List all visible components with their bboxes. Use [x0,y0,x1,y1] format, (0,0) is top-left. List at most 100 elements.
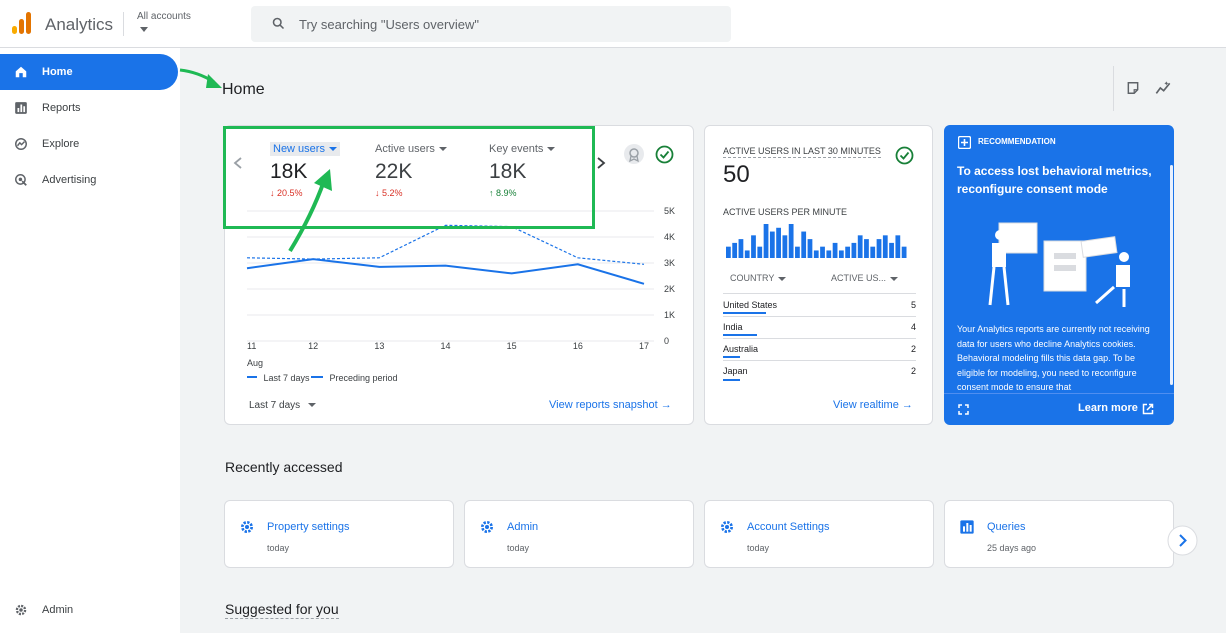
y-tick-label: 5K [664,206,675,216]
table-row[interactable]: India 4 [723,317,916,339]
series-line-previous[interactable] [246,224,645,265]
minute-bar[interactable] [876,239,882,258]
minute-bar[interactable] [870,246,876,258]
learn-more-link[interactable]: Learn more [1078,402,1138,414]
account-selector[interactable]: All accounts [137,11,191,22]
chevron-right-icon[interactable] [596,156,606,170]
legend-current: Last 7 days [247,368,309,386]
sidebar-item-admin[interactable]: Admin [0,592,178,628]
recommendation-label: RECOMMENDATION [978,137,1056,146]
minute-bar[interactable] [788,224,794,258]
minute-bar[interactable] [776,227,781,258]
minute-bar[interactable] [769,231,775,258]
recent-item-time: today [267,543,290,553]
minute-bar[interactable] [901,246,907,258]
y-tick-label: 4K [664,232,675,242]
minute-bar[interactable] [726,246,731,258]
app-title[interactable]: Analytics [45,15,114,34]
realtime-value: 50 [723,161,750,188]
recent-item[interactable]: Queries 25 days ago [944,500,1174,568]
table-row[interactable]: Japan 2 [723,361,916,383]
expand-icon[interactable] [958,404,969,415]
minute-bar[interactable] [738,239,744,258]
recommendation-title: To access lost behavioral metrics, recon… [957,164,1152,196]
minute-bar[interactable] [820,246,825,258]
top-bar: Analytics All accounts Try searching "Us… [0,0,1226,48]
view-realtime-link[interactable]: View realtime → [833,399,913,411]
minute-bar[interactable] [801,231,807,258]
metric-delta-value: 5.2% [382,188,403,198]
chevron-down-icon [308,403,317,408]
recommendation-card: RECOMMENDATION To access lost behavioral… [944,125,1174,425]
sparkline-insights-icon[interactable] [1154,80,1172,96]
minute-bar[interactable] [889,242,894,258]
minute-bar[interactable] [795,246,800,258]
metric-tab-new-users[interactable]: New users [270,142,340,156]
carousel-next-button[interactable] [1167,525,1198,556]
value-cell: 5 [910,300,916,310]
metric-tab-key-events[interactable]: Key events [489,143,556,155]
chevron-down-icon[interactable] [140,27,148,32]
arrow-down-icon: ↓ [375,188,383,198]
minute-bar[interactable] [857,235,863,258]
minute-bar[interactable] [813,250,819,258]
metric-delta: ↓ 5.2% [375,188,403,198]
view-reports-snapshot-link[interactable]: View reports snapshot → [549,399,672,411]
insights-badge-icon[interactable] [624,144,644,164]
chevron-down-icon [328,147,337,152]
open-in-new-icon[interactable] [1142,403,1154,415]
chevron-left-icon[interactable] [233,156,243,170]
annotation-highlight-box [223,126,595,229]
chevron-down-icon [547,147,556,152]
minute-bar[interactable] [732,242,738,258]
minute-bar[interactable] [751,235,756,258]
sidebar-item-reports[interactable]: Reports [0,90,178,126]
sidebar-item-label: Reports [42,102,81,114]
minute-bar[interactable] [782,235,788,258]
check-circle-icon[interactable] [655,145,674,164]
recent-item[interactable]: Account Settings today [704,500,934,568]
minute-bar[interactable] [864,239,869,258]
search-placeholder: Try searching "Users overview" [299,17,479,32]
metric-value: 22K [375,160,413,183]
recent-item[interactable]: Admin today [464,500,694,568]
column-active-users[interactable]: ACTIVE US... [831,273,899,283]
table-row[interactable]: United States 5 [723,295,916,317]
chevron-down-icon [890,276,899,281]
column-label: COUNTRY [730,273,775,283]
minute-bar[interactable] [744,250,750,258]
gear-icon [241,521,253,533]
date-range-selector[interactable]: Last 7 days [249,400,317,411]
minute-bar[interactable] [845,246,851,258]
minute-bar[interactable] [838,250,844,258]
x-tick-label: 14 [440,341,450,351]
metric-tab-active-users[interactable]: Active users [375,143,447,155]
sidebar-item-advertising[interactable]: Advertising [0,162,178,198]
metric-label: New users [273,143,325,155]
bar-chart-icon [15,102,27,114]
minute-bar[interactable] [763,224,769,258]
insights-note-icon[interactable] [1126,80,1140,96]
analytics-logo-icon[interactable] [12,12,32,34]
minute-bar[interactable] [832,242,838,258]
minute-bar[interactable] [851,242,857,258]
minute-bar[interactable] [826,250,832,258]
divider [723,293,916,294]
minute-bar[interactable] [807,239,813,258]
metric-label: Active users [375,143,435,155]
sidebar-item-explore[interactable]: Explore [0,126,178,162]
check-circle-icon[interactable] [895,146,914,165]
scrollbar[interactable] [1170,165,1173,385]
legend-previous: Preceding period [311,368,398,386]
per-minute-bar-chart [726,224,907,258]
table-row[interactable]: Australia 2 [723,339,916,361]
recent-item[interactable]: Property settings today [224,500,454,568]
sidebar-item-home[interactable]: Home [0,54,178,90]
column-country[interactable]: COUNTRY [730,273,787,283]
search-input[interactable]: Try searching "Users overview" [251,6,731,42]
minute-bar[interactable] [882,235,888,258]
share-bar [723,312,766,314]
minute-bar[interactable] [757,246,763,258]
metric-delta-value: 8.9% [496,188,517,198]
minute-bar[interactable] [895,235,901,258]
